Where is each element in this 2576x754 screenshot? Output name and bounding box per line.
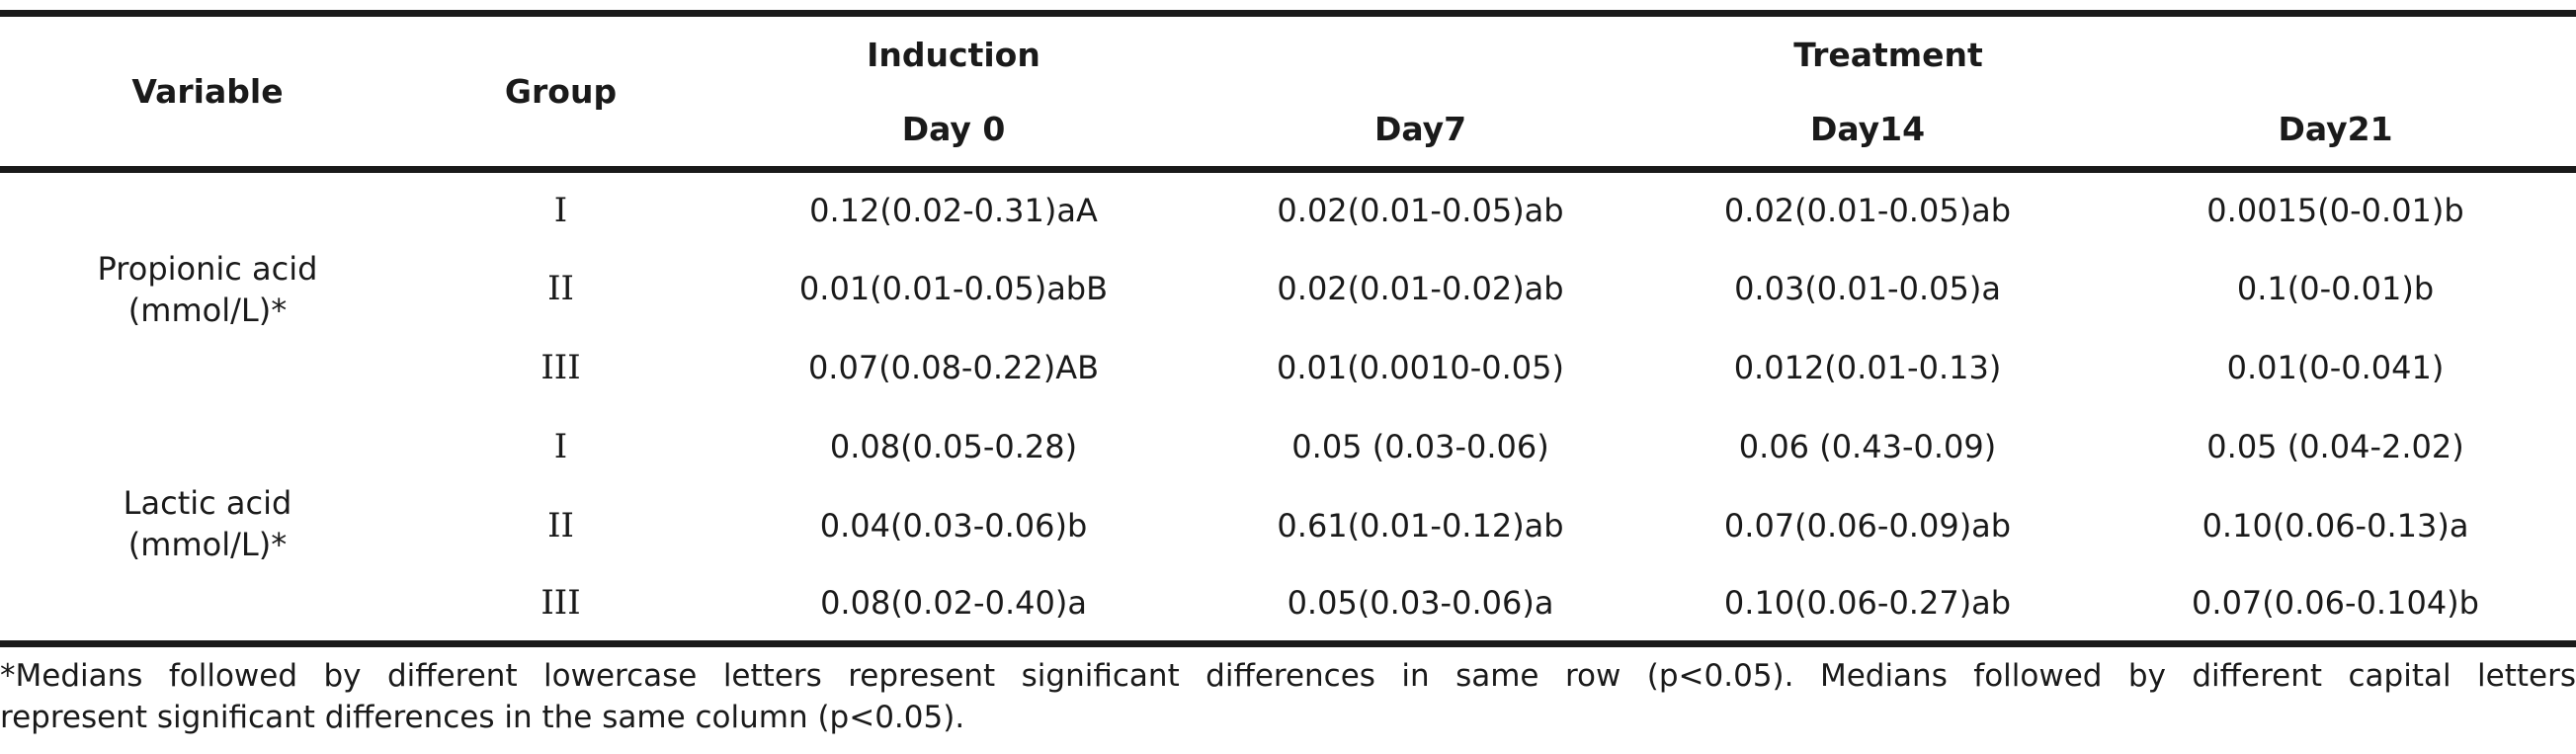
group-cell: I: [553, 191, 568, 231]
footnote: *Medians followed by different lowercase…: [0, 655, 2576, 738]
value-cell-day14: 0.03(0.01-0.05)a: [1734, 269, 2001, 307]
group-cell: III: [540, 582, 581, 623]
group-cell: I: [553, 426, 568, 466]
header-day14: Day14: [1809, 110, 1926, 149]
value-cell-day0: 0.08(0.02-0.40)a: [820, 583, 1087, 622]
header-group: Group: [504, 72, 618, 111]
value-cell-day21: 0.10(0.06-0.13)a: [2202, 506, 2469, 545]
header-day7: Day7: [1373, 110, 1467, 149]
variable-name: Propionic acid: [97, 250, 318, 289]
value-cell-day21: 0.07(0.06-0.104)b: [2192, 583, 2479, 622]
value-cell-day7: 0.01(0.0010-0.05): [1277, 348, 1564, 386]
variable-unit: (mmol/L)*: [127, 292, 288, 330]
value-cell-day7: 0.02(0.01-0.02)ab: [1277, 269, 1564, 307]
value-cell-day14: 0.02(0.01-0.05)ab: [1723, 192, 2012, 230]
variable-unit: (mmol/L)*: [127, 525, 288, 563]
variable-cell-propionic: Propionic acid (mmol/L)*: [0, 170, 415, 407]
value-cell-day21: 0.1(0-0.01)b: [2236, 269, 2435, 307]
value-cell-day7: 0.05(0.03-0.06)a: [1287, 583, 1554, 622]
table-row-propionic-1: Propionic acid (mmol/L)* I 0.12(0.02-0.3…: [0, 170, 2576, 329]
footnote-line1: *Medians followed by different lowercase…: [0, 658, 2576, 694]
header-day0: Day 0: [901, 110, 1006, 149]
table-row-lactic-1: Lactic acid (mmol/L)* I 0.08(0.05-0.28) …: [0, 407, 2576, 563]
header-treatment: Treatment: [1793, 35, 1983, 74]
table-row-lactic-2: II 0.04(0.03-0.06)b 0.61(0.01-0.12)ab 0.…: [0, 486, 2576, 565]
paper-table-page: Variable Group Induction Treatment Day 0…: [0, 10, 2576, 738]
table-header: Variable Group Induction Treatment Day 0…: [0, 14, 2576, 170]
value-cell-day0: 0.04(0.03-0.06)b: [819, 506, 1088, 545]
value-cell-day0: 0.07(0.08-0.22)AB: [807, 348, 1100, 386]
header-day21: Day21: [2278, 110, 2393, 149]
value-cell-day14: 0.10(0.06-0.27)ab: [1723, 583, 2012, 622]
group-cell: II: [547, 268, 574, 308]
variable-name: Lactic acid: [123, 483, 292, 522]
value-cell-day0: 0.01(0.01-0.05)abB: [798, 269, 1109, 307]
table-row-lactic-3: III 0.08(0.02-0.40)a 0.05(0.03-0.06)a 0.…: [0, 565, 2576, 644]
value-cell-day21: 0.0015(0-0.01)b: [2206, 192, 2464, 230]
value-cell-day21: 0.01(0-0.041): [2226, 348, 2445, 386]
table-row-propionic-2: II 0.01(0.01-0.05)abB 0.02(0.01-0.02)ab …: [0, 249, 2576, 328]
table-body: Propionic acid (mmol/L)* I 0.12(0.02-0.3…: [0, 170, 2576, 644]
value-cell-day0: 0.12(0.02-0.31)aA: [809, 192, 1098, 230]
results-table: Variable Group Induction Treatment Day 0…: [0, 10, 2576, 647]
value-cell-day7: 0.61(0.01-0.12)ab: [1277, 506, 1564, 545]
value-cell-day0: 0.08(0.05-0.28): [829, 427, 1078, 465]
value-cell-day21: 0.05 (0.04-2.02): [2206, 427, 2464, 465]
table-row-propionic-3: III 0.07(0.08-0.22)AB 0.01(0.0010-0.05) …: [0, 328, 2576, 407]
header-induction: Induction: [867, 35, 1040, 74]
value-cell-day7: 0.05 (0.03-0.06): [1291, 427, 1549, 465]
header-span-row: Variable Group Induction Treatment: [0, 14, 2576, 111]
header-variable: Variable: [131, 72, 284, 111]
group-cell: III: [540, 347, 581, 387]
value-cell-day14: 0.06 (0.43-0.09): [1738, 427, 1997, 465]
value-cell-day7: 0.02(0.01-0.05)ab: [1277, 192, 1564, 230]
footnote-line2: represent significant differences in the…: [0, 700, 965, 735]
group-cell: II: [547, 505, 574, 545]
variable-cell-lactic: Lactic acid (mmol/L)*: [0, 407, 415, 644]
header-day-row: Day 0 Day7 Day14 Day21: [0, 93, 2576, 170]
value-cell-day14: 0.012(0.01-0.13): [1733, 348, 2002, 386]
value-cell-day14: 0.07(0.06-0.09)ab: [1723, 506, 2012, 545]
